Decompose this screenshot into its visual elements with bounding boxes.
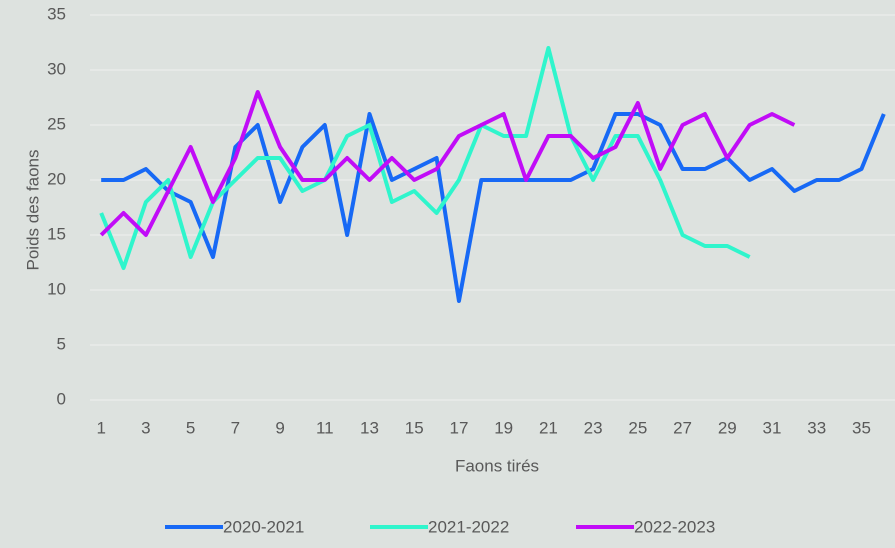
x-tick-label: 27 — [673, 418, 692, 437]
y-tick-label: 20 — [47, 169, 66, 188]
x-tick-label: 23 — [584, 418, 603, 437]
legend-label: 2021-2022 — [428, 517, 509, 536]
y-axis-label: Poids des faons — [23, 150, 42, 271]
y-tick-label: 30 — [47, 59, 66, 78]
x-tick-label: 3 — [141, 418, 150, 437]
y-tick-label: 25 — [47, 114, 66, 133]
x-tick-label: 21 — [539, 418, 558, 437]
x-tick-label: 11 — [316, 418, 334, 437]
y-tick-label: 5 — [57, 334, 66, 353]
series-line — [99, 90, 796, 237]
x-tick-label: 29 — [718, 418, 737, 437]
x-tick-label: 7 — [231, 418, 240, 437]
x-tick-label: 35 — [852, 418, 871, 437]
y-tick-label: 35 — [47, 4, 66, 23]
x-tick-label: 13 — [360, 418, 379, 437]
x-tick-label: 9 — [275, 418, 284, 437]
x-tick-label: 17 — [449, 418, 468, 437]
x-axis-label: Faons tirés — [455, 456, 539, 475]
y-tick-label: 15 — [47, 224, 66, 243]
series-line — [99, 46, 751, 270]
x-tick-label: 25 — [628, 418, 647, 437]
legend-label: 2022-2023 — [634, 517, 715, 536]
x-tick-label: 1 — [96, 418, 105, 437]
x-tick-label: 15 — [405, 418, 424, 437]
y-tick-label: 10 — [47, 279, 66, 298]
x-tick-label: 19 — [494, 418, 513, 437]
x-tick-label: 33 — [807, 418, 826, 437]
legend-label: 2020-2021 — [223, 517, 304, 536]
x-tick-label: 5 — [186, 418, 195, 437]
x-tick-label: 31 — [763, 418, 782, 437]
y-tick-label: 0 — [57, 389, 66, 408]
